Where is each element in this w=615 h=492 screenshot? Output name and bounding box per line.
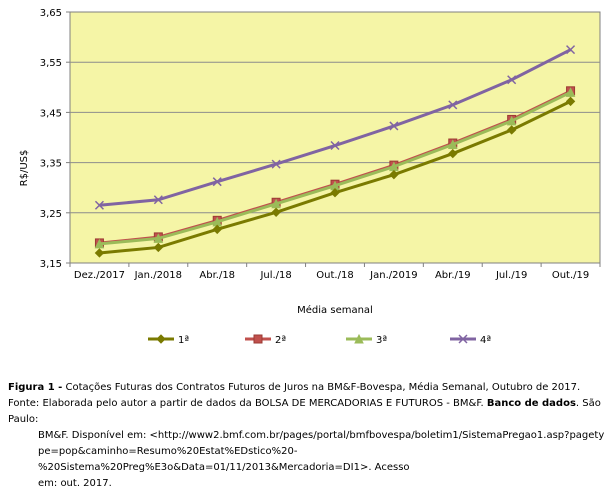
source-note: Fonte: Elaborada pelo autor a partir de … [8,396,606,492]
y-tick-label: 3,65 [40,8,62,19]
chart: 3,15 3,25 3,35 3,45 3,55 3,65 Dez./2017 Jan./2… [19,8,601,346]
data-point [153,233,164,243]
source-line-3: pe=pop&caminho=Resumo%20Estat%EDstico%20… [38,446,410,473]
data-point [94,238,105,249]
y-tick-label: 3,55 [40,58,62,69]
legend-item: 4ª [450,334,491,346]
series-3 [94,87,576,249]
series-lines [94,45,576,258]
data-point [506,125,517,135]
legend-item: 1ª [148,334,189,346]
y-tick-label: 3,45 [40,108,62,119]
series-4 [94,45,576,210]
plot-area [69,11,601,264]
legend: 1ª 2ª 3ª 4ª [148,333,491,346]
data-point [330,141,340,151]
x-tick-label: Dez./2017 [74,270,125,281]
x-tick-label: Out./19 [552,270,589,281]
legend-marker [354,333,364,344]
figure-caption: Figura 1 - Cotações Futuras dos Contrato… [8,380,606,396]
data-point [212,177,222,187]
data-point [448,100,458,110]
x-axis-label: Média semanal [297,304,373,316]
data-point [389,169,399,180]
data-point [153,242,164,253]
data-point [447,139,458,150]
x-tick-label: Jul./18 [259,270,291,281]
source-line-4: em: out. 2017. [38,478,112,489]
data-point [94,200,104,210]
x-tick-labels: Dez./2017 Jan./2018 Abr./18 Jul./18 Out./18 J… [69,263,601,281]
x-tick-label: Out./18 [316,270,353,281]
source-text-2: . São Paulo: [8,398,601,425]
legend-label: 3ª [376,335,387,346]
figure-text: Cotações Futuras dos Contratos Futuros d… [62,382,581,393]
x-tick-label: Jan./2018 [134,270,182,281]
data-point [506,115,517,126]
legend-marker [156,334,166,344]
source-text-1: Elaborada pelo autor a partir de dados d… [39,398,487,409]
data-point [94,248,105,258]
y-tick-label: 3,15 [40,259,62,270]
x-tick-label: Abr./19 [435,270,471,281]
gridlines [70,61,600,214]
data-point [389,121,399,131]
data-point [212,224,222,235]
legend-marker [458,334,468,344]
data-point [565,87,576,97]
x-tick-label: Jul./19 [495,270,527,281]
data-point [566,45,576,55]
y-tick-label: 3,35 [40,159,62,170]
legend-label: 2ª [275,335,286,346]
y-tick-labels: 3,15 3,25 3,35 3,45 3,55 3,65 [40,8,70,270]
legend-label: 4ª [480,335,491,346]
data-point [271,159,281,169]
source-line-2: BM&F. Disponível em: <http://www2.bmf.co… [38,430,605,441]
y-tick-label: 3,25 [40,209,62,220]
legend-item: 2ª [245,334,286,346]
data-point [271,207,281,218]
y-axis-label: R$/US$ [19,150,30,187]
x-tick-label: Jan./2019 [369,270,417,281]
legend-marker [253,334,263,344]
legend-item: 3ª [346,333,387,346]
data-point [448,148,458,159]
source-label: Fonte: [8,398,40,409]
data-point [565,96,576,107]
figure-label: Figura 1 - [8,382,63,393]
legend-label: 1ª [178,335,189,346]
data-point [153,195,163,205]
series-1 [94,96,576,258]
source-bold: Banco de dados [486,398,576,409]
data-point [507,75,517,85]
x-tick-label: Abr./18 [199,270,235,281]
data-point [330,188,340,198]
